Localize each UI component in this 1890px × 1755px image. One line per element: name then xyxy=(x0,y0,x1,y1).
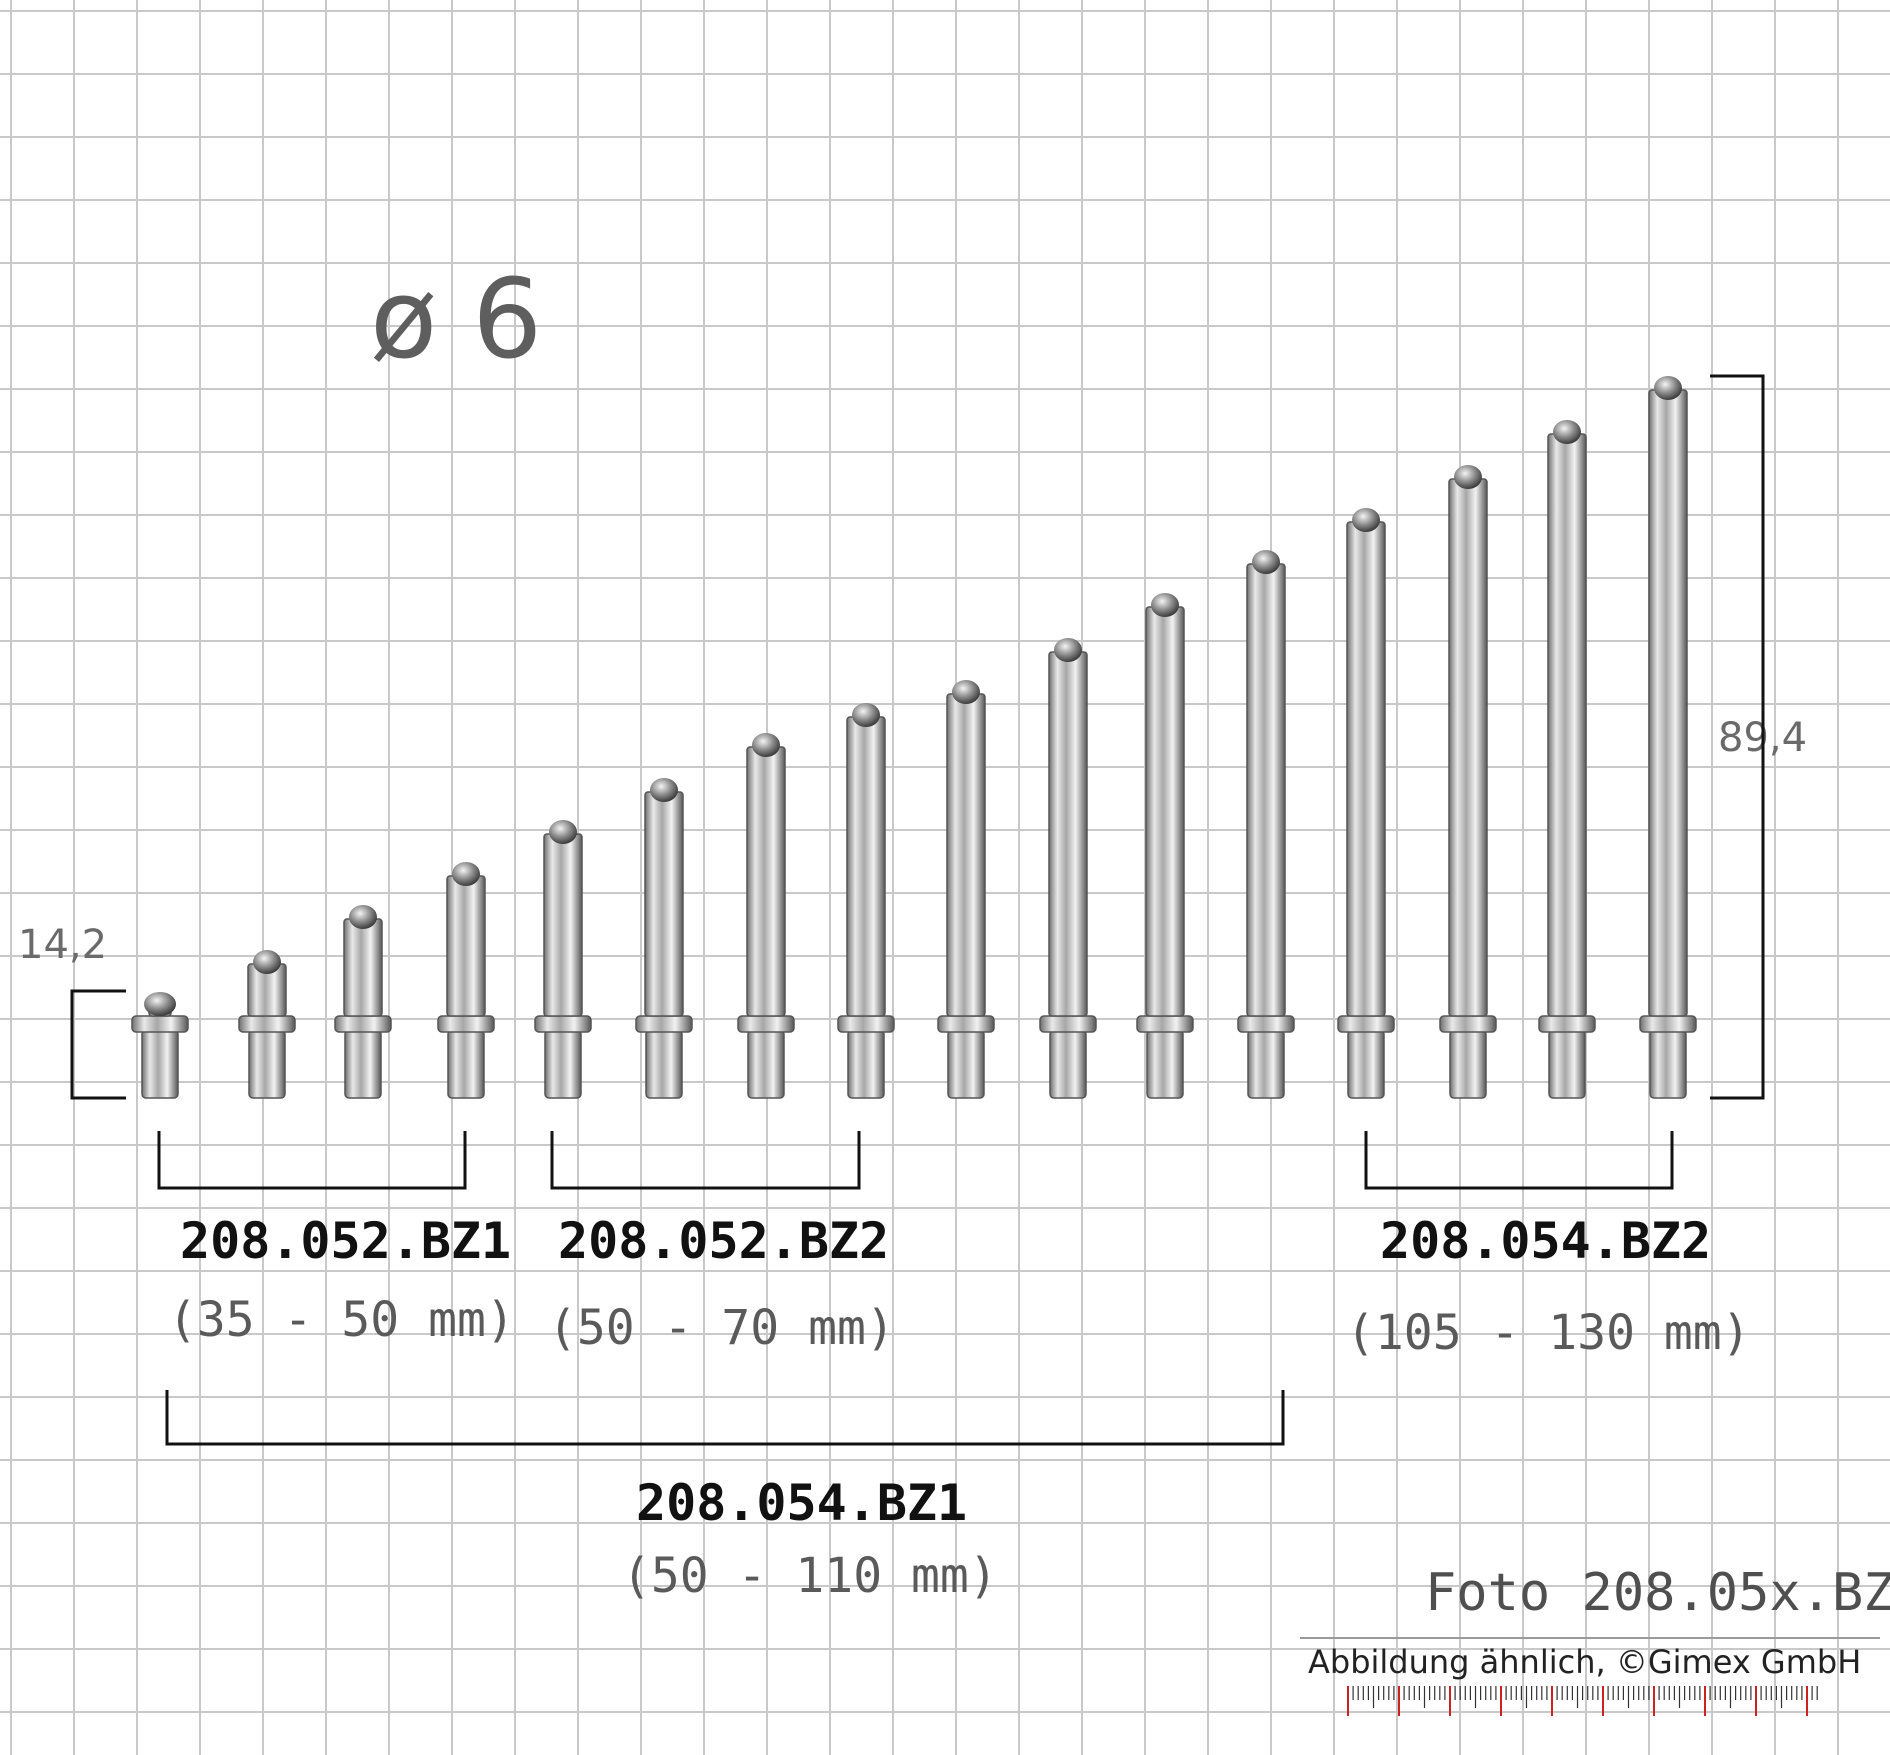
contact-pin-icon xyxy=(837,703,895,1099)
contact-pin-icon xyxy=(937,680,995,1099)
bracket-054-bz2 xyxy=(1364,1131,1674,1190)
set-code-bz1: 208.052.BZ1 xyxy=(180,1212,512,1270)
contact-pin-icon xyxy=(437,862,495,1099)
set-code-054-bz1: 208.054.BZ1 xyxy=(636,1474,968,1532)
contact-pin-icon xyxy=(1439,465,1497,1099)
bracket-bz2 xyxy=(550,1131,861,1190)
bracket-054-bz1 xyxy=(165,1390,1285,1446)
copyright-note: Abbildung ähnlich, ©Gimex GmbH xyxy=(1308,1643,1862,1681)
max-height-bracket xyxy=(1710,374,1765,1100)
bracket-bz1 xyxy=(157,1131,467,1190)
diameter-label: ø 6 xyxy=(370,255,543,383)
contact-pin-icon xyxy=(1039,638,1097,1099)
photo-caption: Foto 208.05x.BZx xyxy=(1425,1563,1890,1623)
contact-pin-icon xyxy=(131,992,189,1099)
contact-pin-icon xyxy=(1136,593,1194,1099)
ruler-scale-icon xyxy=(1347,1686,1818,1716)
contact-pin-icon xyxy=(737,733,795,1099)
pin-row xyxy=(131,376,1697,1099)
set-range-054-bz1: (50 - 110 mm) xyxy=(622,1548,998,1604)
set-range-bz1: (35 - 50 mm) xyxy=(168,1292,515,1348)
bracket-group xyxy=(70,374,1765,1446)
min-height-bracket xyxy=(70,989,126,1100)
caption-divider xyxy=(1300,1637,1880,1639)
contact-pin-icon xyxy=(635,778,693,1099)
contact-pin-icon xyxy=(334,905,392,1099)
contact-pin-icon xyxy=(1337,508,1395,1099)
min-height-label: 14,2 xyxy=(18,922,108,968)
contact-pin-icon xyxy=(534,820,592,1099)
set-code-bz2: 208.052.BZ2 xyxy=(558,1212,890,1270)
set-code-054-bz2: 208.054.BZ2 xyxy=(1380,1212,1712,1270)
contact-pin-icon xyxy=(238,950,296,1099)
contact-pin-icon xyxy=(1237,550,1295,1099)
contact-pin-icon xyxy=(1538,420,1596,1099)
contact-pin-icon xyxy=(1639,376,1697,1099)
set-range-bz2: (50 - 70 mm) xyxy=(548,1300,895,1356)
set-range-054-bz2: (105 - 130 mm) xyxy=(1346,1305,1751,1361)
